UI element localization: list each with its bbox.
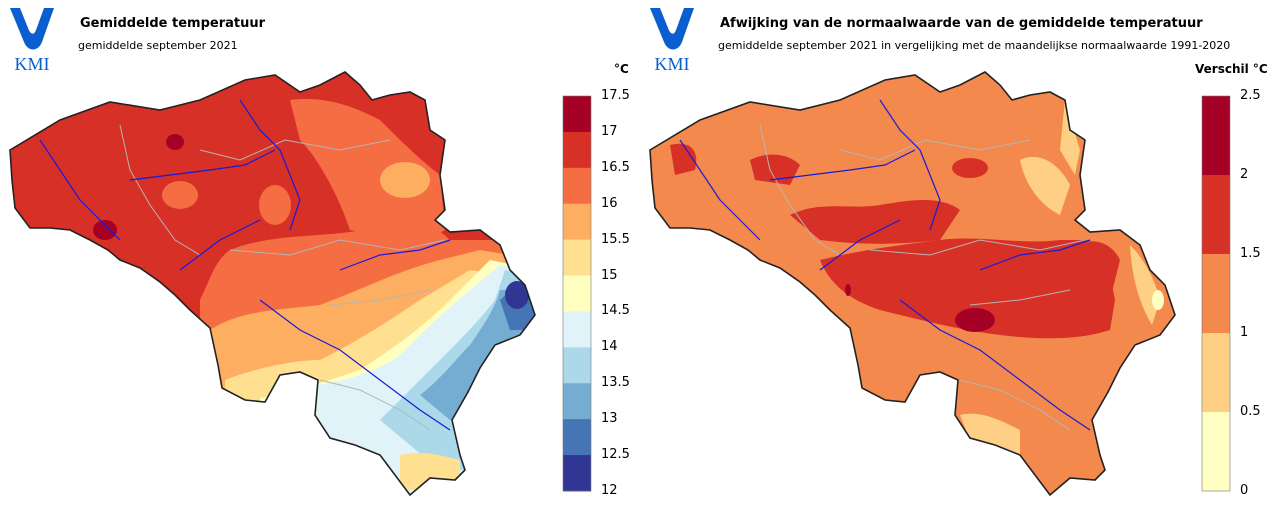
country-border <box>649 71 1176 497</box>
legend-unit: Verschil °C <box>1195 62 1268 76</box>
legend-tick-label: 0 <box>1240 483 1249 498</box>
legend-tick-label: 15 <box>601 267 618 283</box>
anomaly-map-panel: KMI Afwijking van de normaalwaarde van d… <box>640 0 1280 507</box>
legend-frame <box>1201 95 1231 492</box>
logo-text: KMI <box>15 54 50 74</box>
legend-swatch <box>563 96 591 133</box>
legend-tick-label: 16.5 <box>601 159 630 175</box>
legend-swatch <box>563 419 591 456</box>
legend-swatch <box>1202 175 1230 255</box>
legend-tick-label: 1.5 <box>1240 246 1261 261</box>
legend-tick-label: 15.5 <box>601 231 630 247</box>
legend-swatch <box>563 311 591 348</box>
temperature-legend <box>562 95 592 492</box>
legend-tick-label: 14.5 <box>601 303 630 319</box>
legend-swatch <box>563 383 591 420</box>
map-subtitle: gemiddelde september 2021 in vergelijkin… <box>718 39 1231 52</box>
map-subtitle: gemiddelde september 2021 <box>78 39 238 52</box>
temperature-map-panel: KMI Gemiddelde temperatuur gemiddelde se… <box>9 8 630 498</box>
legend-tick-label: 17.5 <box>601 88 630 103</box>
legend-tick-label: 13.5 <box>601 375 630 391</box>
legend-swatch <box>1202 96 1230 176</box>
rivers <box>39 99 451 431</box>
legend-tick-label: 12 <box>601 483 618 498</box>
logo-text: KMI <box>655 54 690 74</box>
legend-swatch <box>1202 333 1230 413</box>
legend-tick-label: 16 <box>601 195 618 211</box>
map-title: Afwijking van de normaalwaarde van de ge… <box>720 16 1203 31</box>
legend-unit: °C <box>614 62 629 76</box>
country-border <box>9 71 536 497</box>
legend-tick-label: 2.5 <box>1240 88 1261 103</box>
legend-swatch <box>563 131 591 169</box>
legend-tick-label: 17 <box>601 123 618 139</box>
legend-swatch <box>563 167 591 205</box>
legend-swatch <box>1202 254 1230 334</box>
legend-swatch <box>563 203 591 241</box>
legend-tick-label: 12.5 <box>601 447 630 463</box>
map-title: Gemiddelde temperatuur <box>80 16 266 31</box>
kmi-logo: KMI <box>10 8 54 74</box>
legend-tick-label: 1 <box>1240 325 1249 340</box>
legend-swatch <box>563 455 591 492</box>
legend-tick-label: 13 <box>601 411 618 427</box>
legend-frame <box>562 95 592 492</box>
legend-swatch <box>1202 412 1230 492</box>
legend-tick-label: 14 <box>601 339 618 355</box>
temperature-map <box>9 71 536 497</box>
legend-tick-label: 0.5 <box>1240 404 1261 419</box>
kmi-logo: KMI <box>650 8 694 74</box>
province-borders <box>119 124 446 431</box>
legend-swatch <box>563 347 591 384</box>
anomaly-legend <box>1201 95 1231 492</box>
rivers <box>679 99 1091 431</box>
legend-swatch <box>563 239 591 277</box>
province-borders <box>759 124 1086 431</box>
legend-tick-label: 2 <box>1240 167 1249 182</box>
anomaly-map <box>649 71 1176 497</box>
legend-swatch <box>563 275 591 312</box>
